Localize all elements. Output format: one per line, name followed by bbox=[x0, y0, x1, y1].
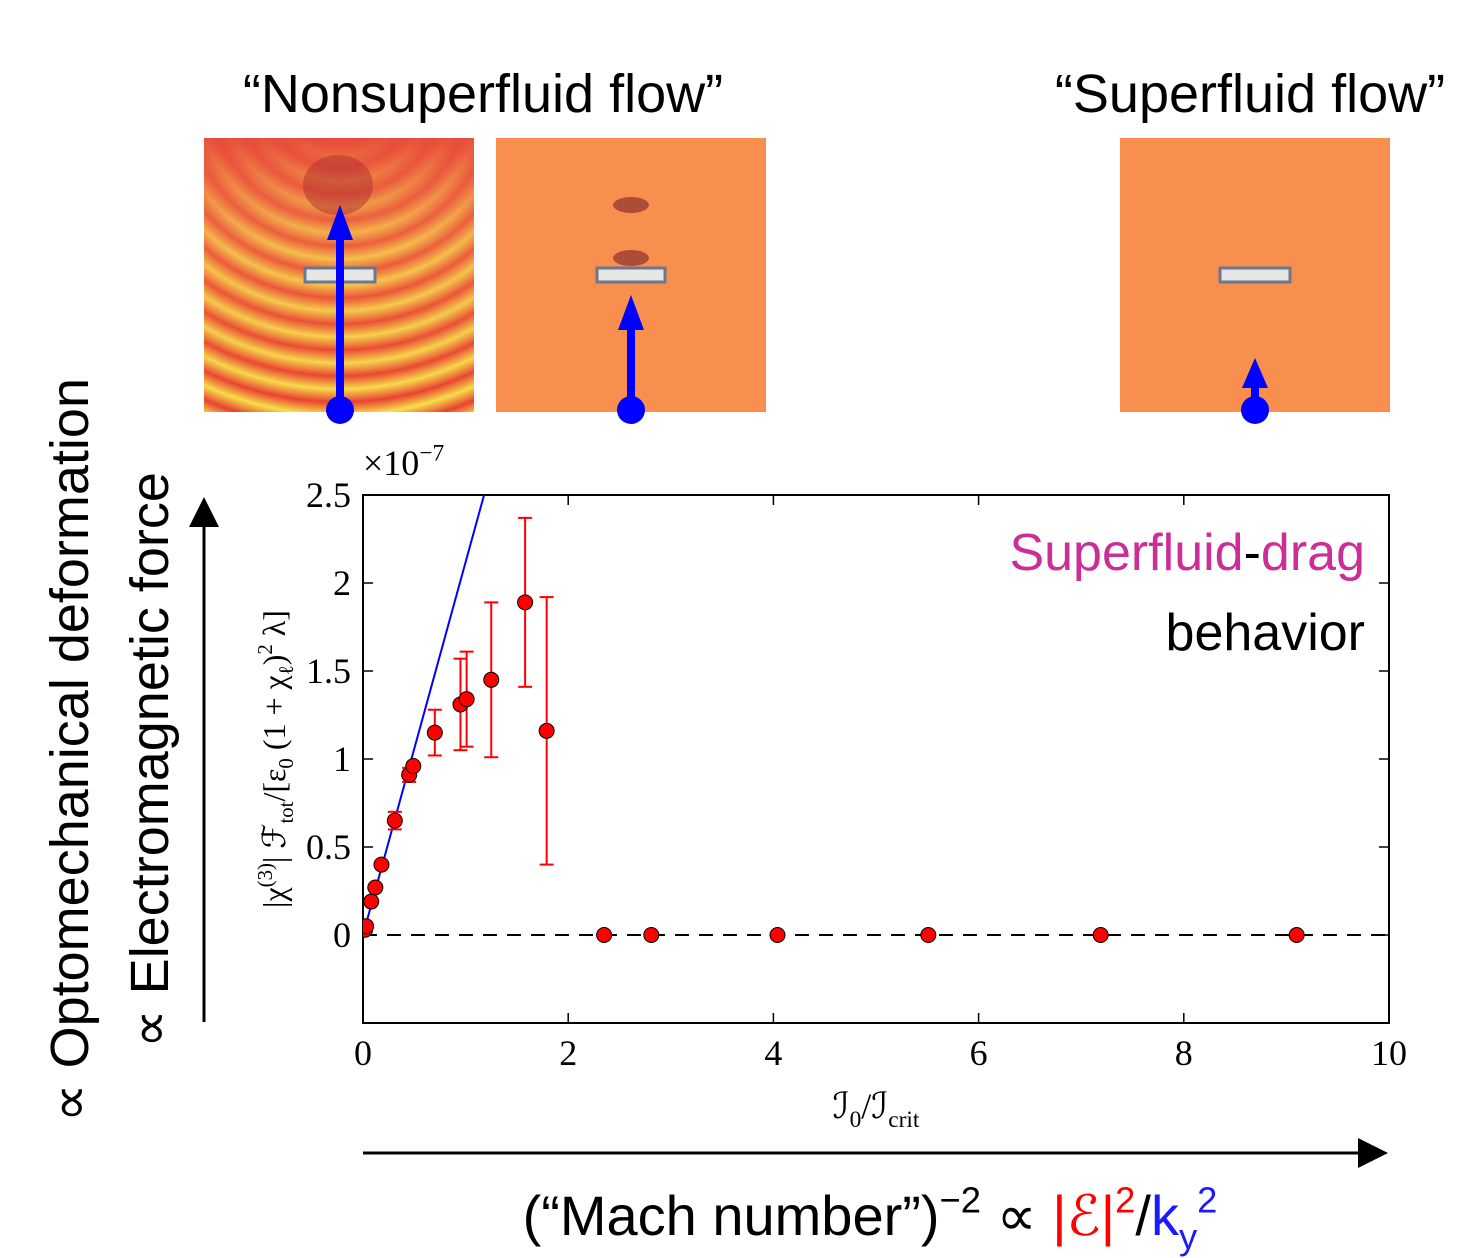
x-axis-label-part: 0 bbox=[850, 1107, 862, 1133]
y-axis-label-part: tot bbox=[275, 801, 298, 823]
data-point bbox=[596, 927, 613, 943]
outer-y-label: ∝ Optomechanical deformation bbox=[40, 378, 100, 1122]
y-axis-label-part: ) bbox=[256, 655, 292, 666]
y-tick-label: 2.5 bbox=[306, 475, 351, 515]
y-axis-label: |χ(3)| ℱtot/[ε0 (1 + χℓ)2 λ] bbox=[254, 610, 298, 908]
panel-nonsuperfluid-1 bbox=[204, 138, 474, 424]
outer-x-label-part: k bbox=[1151, 1184, 1180, 1247]
y-axis-label-part: | ℱ bbox=[256, 824, 292, 864]
y-tick-label: 0.5 bbox=[306, 827, 351, 867]
outer-x-label-part: |ℰ| bbox=[1052, 1184, 1115, 1247]
y-axis-label-part: /[ε bbox=[256, 769, 292, 802]
y-axis-label-part: (1 + χ bbox=[256, 674, 292, 758]
data-point bbox=[769, 927, 786, 943]
data-point bbox=[373, 856, 390, 873]
x-tick-label: 10 bbox=[1371, 1033, 1407, 1073]
data-point bbox=[458, 691, 475, 708]
y-tick-label: 2 bbox=[333, 563, 351, 603]
panel-superfluid bbox=[1120, 138, 1390, 424]
x-tick-label: 6 bbox=[970, 1033, 988, 1073]
annotation-part: drag bbox=[1261, 524, 1365, 582]
annotation-part: - bbox=[1244, 524, 1261, 582]
data-point bbox=[643, 927, 660, 943]
outer-x-label-part: ∝ bbox=[981, 1184, 1052, 1247]
offset-text-part: −7 bbox=[419, 441, 444, 467]
annotation: behavior bbox=[1166, 604, 1365, 662]
outer-x-label-part: / bbox=[1135, 1184, 1151, 1247]
x-tick-label: 0 bbox=[354, 1033, 372, 1073]
y-axis-label-part: 2 bbox=[254, 644, 277, 654]
data-point bbox=[483, 671, 500, 688]
y-axis-label-part: (3) bbox=[254, 863, 277, 887]
y-tick-label: 0 bbox=[333, 915, 351, 955]
data-point bbox=[363, 918, 375, 935]
data-point bbox=[405, 758, 422, 775]
data-point bbox=[920, 927, 937, 943]
annotation-part: Superfluid bbox=[1009, 524, 1243, 582]
data-point bbox=[363, 893, 380, 910]
y-axis-label-part: λ] bbox=[256, 610, 292, 644]
data-point bbox=[426, 724, 443, 741]
y-axis-label-part: |χ bbox=[256, 887, 292, 908]
annotation: Superfluid-drag bbox=[1009, 524, 1365, 582]
x-tick-label: 4 bbox=[764, 1033, 782, 1073]
data-point bbox=[1092, 927, 1109, 943]
x-axis-label: ℐ0/ℐcrit bbox=[833, 1086, 920, 1133]
outer-x-label-part: 2 bbox=[1115, 1180, 1135, 1221]
offset-text: ×10−7 bbox=[363, 441, 445, 483]
y-tick-label: 1 bbox=[333, 739, 351, 779]
panel-title: “Nonsuperfluid flow” bbox=[243, 64, 723, 124]
x-axis-label-part: crit bbox=[888, 1107, 920, 1133]
outer-x-label-part: (“Mach number”) bbox=[523, 1184, 940, 1247]
x-axis-label-part: /ℐ bbox=[861, 1086, 888, 1126]
outer-x-label-part: 2 bbox=[1197, 1180, 1217, 1221]
panel-title: “Superfluid flow” bbox=[1055, 64, 1445, 124]
y-axis-label-part: ℓ bbox=[275, 665, 298, 675]
y-axis-label-part: 0 bbox=[275, 758, 298, 768]
data-point bbox=[538, 722, 555, 739]
x-axis-label-part: ℐ bbox=[833, 1086, 850, 1126]
outer-y-label: ∝ Electromagnetic force bbox=[120, 472, 180, 1048]
x-tick-label: 2 bbox=[559, 1033, 577, 1073]
outer-x-label: (“Mach number”)−2 ∝ |ℰ|2/ky2 bbox=[523, 1180, 1218, 1257]
outer-x-label-part: −2 bbox=[940, 1180, 982, 1221]
outer-x-label-part: y bbox=[1179, 1216, 1198, 1257]
data-point bbox=[367, 879, 384, 896]
data-point bbox=[386, 812, 403, 829]
data-point bbox=[1288, 927, 1305, 943]
plot-area bbox=[363, 495, 1389, 943]
y-tick-label: 1.5 bbox=[306, 651, 351, 691]
offset-text-part: ×10 bbox=[363, 443, 419, 483]
x-tick-label: 8 bbox=[1175, 1033, 1193, 1073]
data-point bbox=[517, 594, 534, 611]
panel-nonsuperfluid-2 bbox=[496, 138, 766, 424]
